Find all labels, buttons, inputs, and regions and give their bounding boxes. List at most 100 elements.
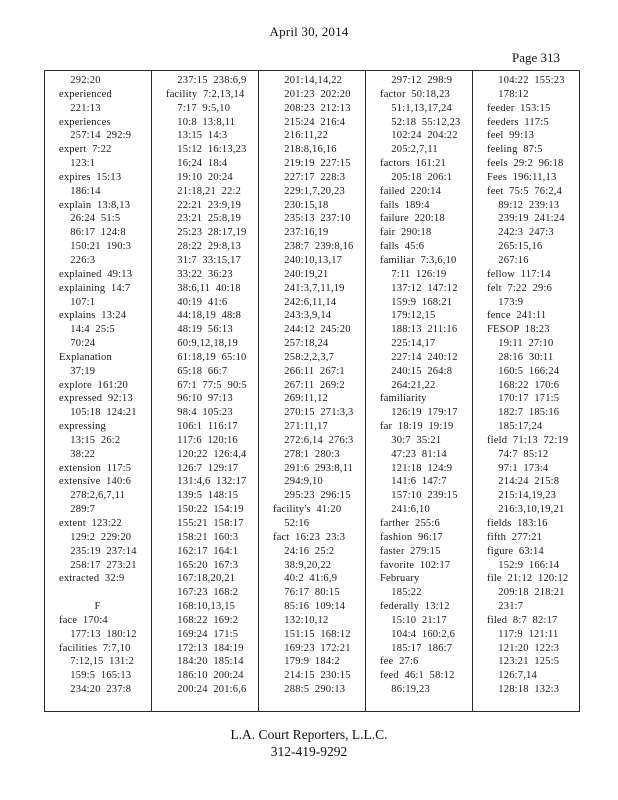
index-line: 30:7 35:21	[380, 434, 442, 446]
index-column-4: 297:12 298:9 factor 50:18,23 51:1,13,17,2…	[366, 71, 473, 711]
index-line: extensive 140:6	[59, 476, 132, 488]
index-line: 257:14 292:9	[59, 130, 132, 142]
index-line: 107:1	[59, 296, 96, 308]
index-line: 240:19,21	[273, 268, 329, 280]
index-line: 215:24 216:4	[273, 116, 346, 128]
index-line: 297:12 298:9	[380, 75, 453, 86]
index-line: explore 161:20	[59, 379, 128, 391]
index-line: 131:4,6 132:17	[166, 476, 247, 488]
index-line: fields 183:16	[487, 518, 548, 529]
index-line: 22:21 23:9,19	[166, 199, 242, 211]
index-line: 13:15 14:3	[166, 130, 228, 142]
reporter-phone-number: 312-419-9292	[270, 744, 348, 759]
index-line: 241:3,7,11,19	[273, 282, 345, 294]
index-line: 74:7 85:12	[487, 448, 549, 460]
index-line: feel 99:13	[487, 130, 535, 142]
index-column-1: 292:20 experienced 221:13 experiences 257:…	[45, 71, 152, 711]
index-line: 185:17,24	[487, 421, 543, 433]
index-line: February	[380, 573, 420, 585]
index-line: 214:24 215:8	[487, 476, 560, 488]
index-line: 86:17 124:8	[59, 227, 126, 239]
index-line: 235:19 237:14	[59, 545, 137, 557]
index-line: 37:19	[59, 365, 96, 377]
index-line: 169:24 171:5	[166, 628, 239, 640]
index-line: feeder 153:15	[487, 102, 551, 114]
index-line: 234:20 237:8	[59, 684, 132, 696]
index-line: fee 27:6	[380, 656, 419, 668]
index-line: 218:8,16,16	[273, 144, 337, 156]
index-line: feeling 87:5	[487, 144, 543, 156]
index-line: 104:4 160:2,6	[380, 628, 456, 640]
index-line: feels 29:2 96:18	[487, 158, 564, 170]
index-line: failed 220:14	[380, 185, 442, 197]
index-line: 169:23 172:21	[273, 642, 351, 654]
index-line: 225:14,17	[380, 338, 436, 350]
index-line: felt 7:22 29:6	[487, 282, 553, 294]
page-number-label: Page 313	[511, 50, 560, 65]
reporter-footer: L.A. Court Reporters, L.L.C. 312-419-929…	[0, 726, 618, 760]
index-line: 288:5 290:13	[273, 684, 346, 696]
index-line: 291:6 293:8,11	[273, 462, 354, 474]
index-line: 106:1 116:17	[166, 421, 238, 433]
index-line: FESOP 18:23	[487, 324, 550, 336]
index-line: fails 189:4	[380, 199, 430, 211]
index-line: Fees 196:11,13	[487, 171, 557, 183]
index-line: 31:7 33:15,17	[166, 254, 242, 266]
index-line: 120:22 126:4,4	[166, 448, 247, 460]
index-line: 86:19,23	[380, 684, 430, 696]
index-line: extent 123:22	[59, 518, 122, 529]
word-index-table: 292:20 experienced 221:13 experiences 257:…	[44, 70, 580, 712]
index-line: 65:18 66:7	[166, 365, 228, 377]
index-line: failure 220:18	[380, 213, 445, 225]
index-line: 258:2,2,3,7	[273, 351, 335, 363]
index-line: 21:18,21 22:2	[166, 185, 242, 197]
index-line: farther 255:6	[380, 518, 440, 529]
index-line: 272:6,14 276:3	[273, 434, 354, 446]
index-line: 28:22 29:8,13	[166, 241, 242, 253]
index-line: 271:11,17	[273, 421, 329, 433]
index-line: 168:10,13,15	[166, 601, 236, 613]
index-line: 117:9 121:11	[487, 628, 559, 640]
index-line: 47:23 81:14	[380, 448, 447, 460]
index-line: 126:7 129:17	[166, 462, 239, 474]
index-line: 23:21 25:8,19	[166, 213, 242, 225]
index-line: 216:3,10,19,21	[487, 504, 565, 516]
index-line: 186:14	[59, 185, 101, 197]
index-line: facility 7:2,13,14	[166, 88, 245, 100]
index-line: 160:5 166:24	[487, 365, 560, 377]
index-line: 104:22 155:23	[487, 75, 565, 86]
index-line: 289:7	[59, 504, 96, 516]
index-line: 155:21 158:17	[166, 518, 244, 529]
index-line: federally 13:12	[380, 601, 450, 613]
index-line: face 170:4	[59, 614, 108, 626]
index-line: 209:18 218:21	[487, 587, 565, 599]
index-line: 216:11,22	[273, 130, 329, 142]
index-line: 265:15,16	[487, 241, 543, 253]
index-line: 167:18,20,21	[166, 573, 236, 585]
index-line: 226:3	[59, 254, 96, 266]
index-column-5: 104:22 155:23 178:12 feeder 153:15 feeders…	[473, 71, 579, 711]
index-line: 227:14 240:12	[380, 351, 458, 363]
index-line: 98:4 105:23	[166, 407, 233, 419]
index-line: far 18:19 19:19	[380, 421, 454, 433]
index-line: 150:22 154:19	[166, 504, 244, 516]
index-line: 278:2,6,7,11	[59, 490, 126, 502]
index-line: 40:2 41:6,9	[273, 573, 338, 585]
index-line: figure 63:14	[487, 545, 544, 557]
index-line: factors 161:21	[380, 158, 446, 170]
index-line: 126:7,14	[487, 670, 537, 682]
index-line: 96:10 97:13	[166, 393, 233, 405]
index-line: 231:7	[487, 601, 524, 613]
index-line: 150:21 190:3	[59, 241, 132, 253]
index-line: 267:16	[487, 254, 529, 266]
index-line: favorite 102:17	[380, 559, 451, 571]
index-line: 258:17 273:21	[59, 559, 137, 571]
index-line: 170:17 171:5	[487, 393, 560, 405]
index-line: 152:9 166:14	[487, 559, 560, 571]
index-line: 219:19 227:15	[273, 158, 351, 170]
index-line: 201:23 202:20	[273, 88, 351, 100]
index-line: 76:17 80:15	[273, 587, 340, 599]
index-line: 179:12,15	[380, 310, 436, 322]
index-line: 178:12	[487, 88, 529, 100]
